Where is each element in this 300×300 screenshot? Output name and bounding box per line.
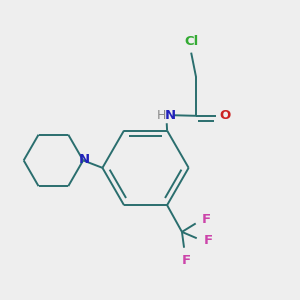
Text: F: F — [202, 213, 211, 226]
Text: N: N — [165, 109, 176, 122]
Text: F: F — [182, 254, 191, 267]
Text: O: O — [220, 109, 231, 122]
Text: Cl: Cl — [184, 35, 198, 48]
Text: N: N — [79, 153, 90, 166]
Text: F: F — [203, 234, 213, 247]
Text: H: H — [156, 109, 166, 122]
